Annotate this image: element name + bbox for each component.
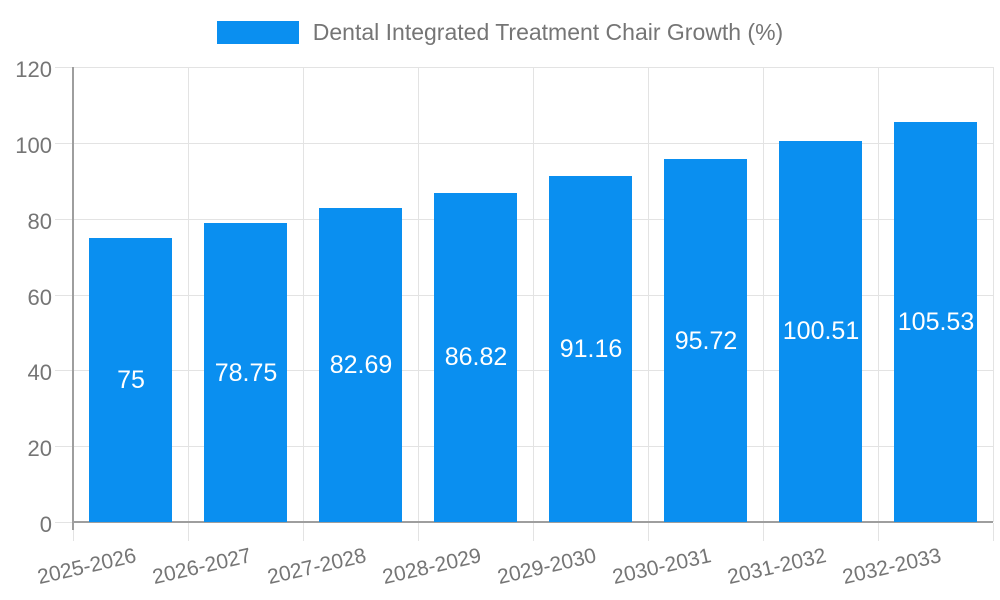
x-grid-line	[303, 67, 304, 522]
x-tick-label: 2029-2030	[494, 544, 598, 590]
x-grid-line	[993, 67, 994, 522]
bar	[779, 141, 862, 522]
x-tick-mark	[303, 523, 304, 541]
bar-value-label: 86.82	[444, 343, 508, 371]
x-tick-mark	[993, 523, 994, 541]
legend-label: Dental Integrated Treatment Chair Growth…	[312, 19, 784, 45]
legend-swatch-icon	[216, 21, 299, 44]
y-tick-mark	[55, 295, 73, 296]
bar-value-label: 91.16	[559, 335, 623, 363]
x-tick-mark	[533, 523, 534, 541]
bar-value-label: 95.72	[674, 327, 738, 355]
y-tick-mark	[55, 522, 73, 523]
x-axis-line	[73, 521, 993, 523]
bar	[89, 238, 172, 522]
x-tick-label: 2032-2033	[839, 544, 943, 590]
x-tick-label: 2027-2028	[264, 544, 368, 590]
legend-item[interactable]: Dental Integrated Treatment Chair Growth…	[216, 19, 784, 46]
bar	[434, 193, 517, 522]
y-axis-line	[72, 67, 74, 530]
x-tick-mark	[648, 523, 649, 541]
x-grid-line	[878, 67, 879, 522]
y-tick-mark	[55, 67, 73, 68]
x-tick-mark	[763, 523, 764, 541]
x-grid-line	[188, 67, 189, 522]
bar-value-label: 82.69	[329, 351, 393, 379]
y-tick-mark	[55, 143, 73, 144]
bar-value-label: 100.51	[782, 317, 860, 345]
bar-value-label: 78.75	[214, 359, 278, 387]
y-tick-label: 0	[39, 512, 52, 537]
y-tick-label: 120	[15, 57, 52, 82]
y-tick-mark	[55, 370, 73, 371]
y-tick-label: 60	[27, 285, 52, 310]
y-tick-label: 20	[27, 436, 52, 461]
x-tick-label: 2025-2026	[34, 544, 138, 590]
y-tick-label: 80	[27, 209, 52, 234]
x-tick-label: 2028-2029	[379, 544, 483, 590]
y-tick-mark	[55, 219, 73, 220]
x-grid-line	[648, 67, 649, 522]
y-tick-mark	[55, 446, 73, 447]
bar	[664, 159, 747, 522]
x-tick-mark	[418, 523, 419, 541]
x-tick-mark	[188, 523, 189, 541]
bar	[894, 122, 977, 522]
x-tick-label: 2031-2032	[724, 544, 828, 590]
x-tick-mark	[73, 523, 74, 541]
chart-legend: Dental Integrated Treatment Chair Growth…	[0, 19, 1000, 46]
x-tick-label: 2026-2027	[149, 544, 253, 590]
bar	[319, 208, 402, 522]
bar-value-label: 105.53	[897, 308, 975, 336]
y-tick-label: 100	[15, 133, 52, 158]
bar	[204, 223, 287, 522]
x-tick-mark	[878, 523, 879, 541]
x-tick-label: 2030-2031	[609, 544, 713, 590]
x-grid-line	[418, 67, 419, 522]
x-grid-line	[533, 67, 534, 522]
bar-value-label: 75	[117, 366, 145, 394]
x-grid-line	[763, 67, 764, 522]
y-tick-label: 40	[27, 360, 52, 385]
bar	[549, 176, 632, 522]
